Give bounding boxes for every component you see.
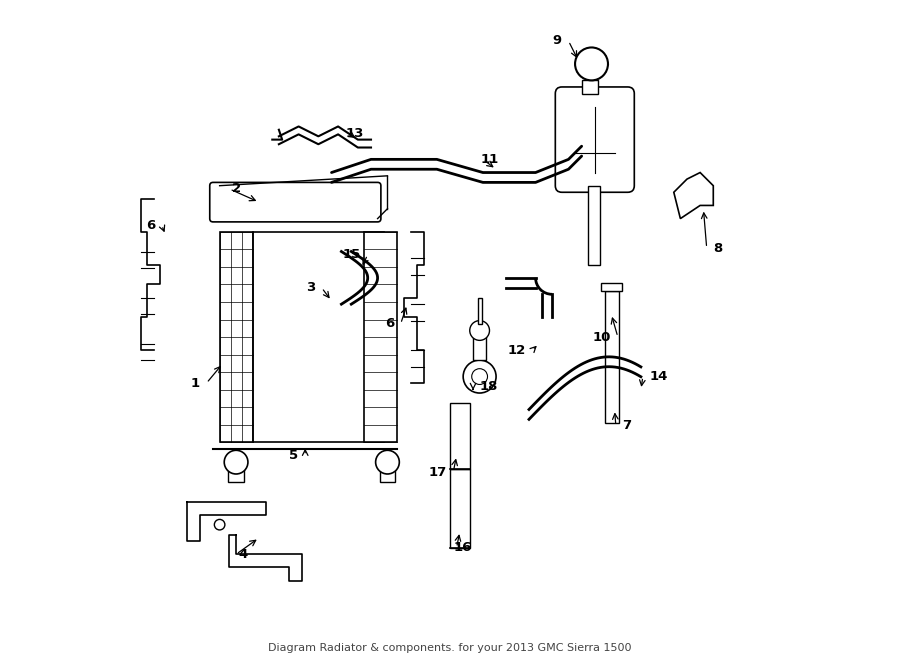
Bar bbox=[450, 403, 470, 469]
Bar bbox=[450, 469, 470, 548]
Circle shape bbox=[464, 360, 496, 393]
Text: 17: 17 bbox=[428, 465, 446, 479]
Bar bbox=[253, 232, 384, 442]
Text: 14: 14 bbox=[650, 370, 668, 383]
Bar bbox=[229, 465, 244, 482]
Text: 11: 11 bbox=[481, 153, 499, 166]
Text: 15: 15 bbox=[343, 249, 361, 261]
Text: 4: 4 bbox=[238, 548, 248, 561]
Text: 9: 9 bbox=[553, 34, 562, 48]
Bar bbox=[478, 297, 482, 324]
FancyBboxPatch shape bbox=[210, 182, 381, 222]
Circle shape bbox=[214, 520, 225, 530]
FancyBboxPatch shape bbox=[555, 87, 634, 192]
Circle shape bbox=[224, 450, 248, 474]
Text: Diagram Radiator & components. for your 2013 GMC Sierra 1500: Diagram Radiator & components. for your … bbox=[268, 643, 632, 653]
Text: 18: 18 bbox=[480, 380, 498, 393]
Bar bbox=[220, 232, 253, 442]
Bar bbox=[380, 465, 395, 482]
Text: 1: 1 bbox=[191, 377, 200, 389]
Bar bbox=[364, 232, 397, 442]
Circle shape bbox=[375, 450, 400, 474]
Text: 13: 13 bbox=[346, 126, 364, 139]
Circle shape bbox=[472, 369, 488, 385]
Bar bbox=[601, 283, 623, 291]
Text: 7: 7 bbox=[623, 420, 632, 432]
Bar bbox=[589, 186, 600, 264]
Bar bbox=[581, 81, 598, 94]
Text: 10: 10 bbox=[593, 330, 611, 344]
Polygon shape bbox=[674, 173, 714, 219]
Bar bbox=[605, 291, 619, 422]
Text: 2: 2 bbox=[231, 182, 240, 196]
Text: 12: 12 bbox=[508, 344, 526, 357]
Text: 6: 6 bbox=[385, 317, 394, 330]
Text: 16: 16 bbox=[454, 541, 473, 554]
Circle shape bbox=[575, 48, 608, 81]
Text: 5: 5 bbox=[290, 449, 299, 462]
Text: 8: 8 bbox=[714, 242, 723, 254]
Bar bbox=[473, 334, 486, 360]
Text: 3: 3 bbox=[306, 281, 315, 294]
Text: 6: 6 bbox=[146, 219, 155, 232]
Circle shape bbox=[470, 321, 490, 340]
